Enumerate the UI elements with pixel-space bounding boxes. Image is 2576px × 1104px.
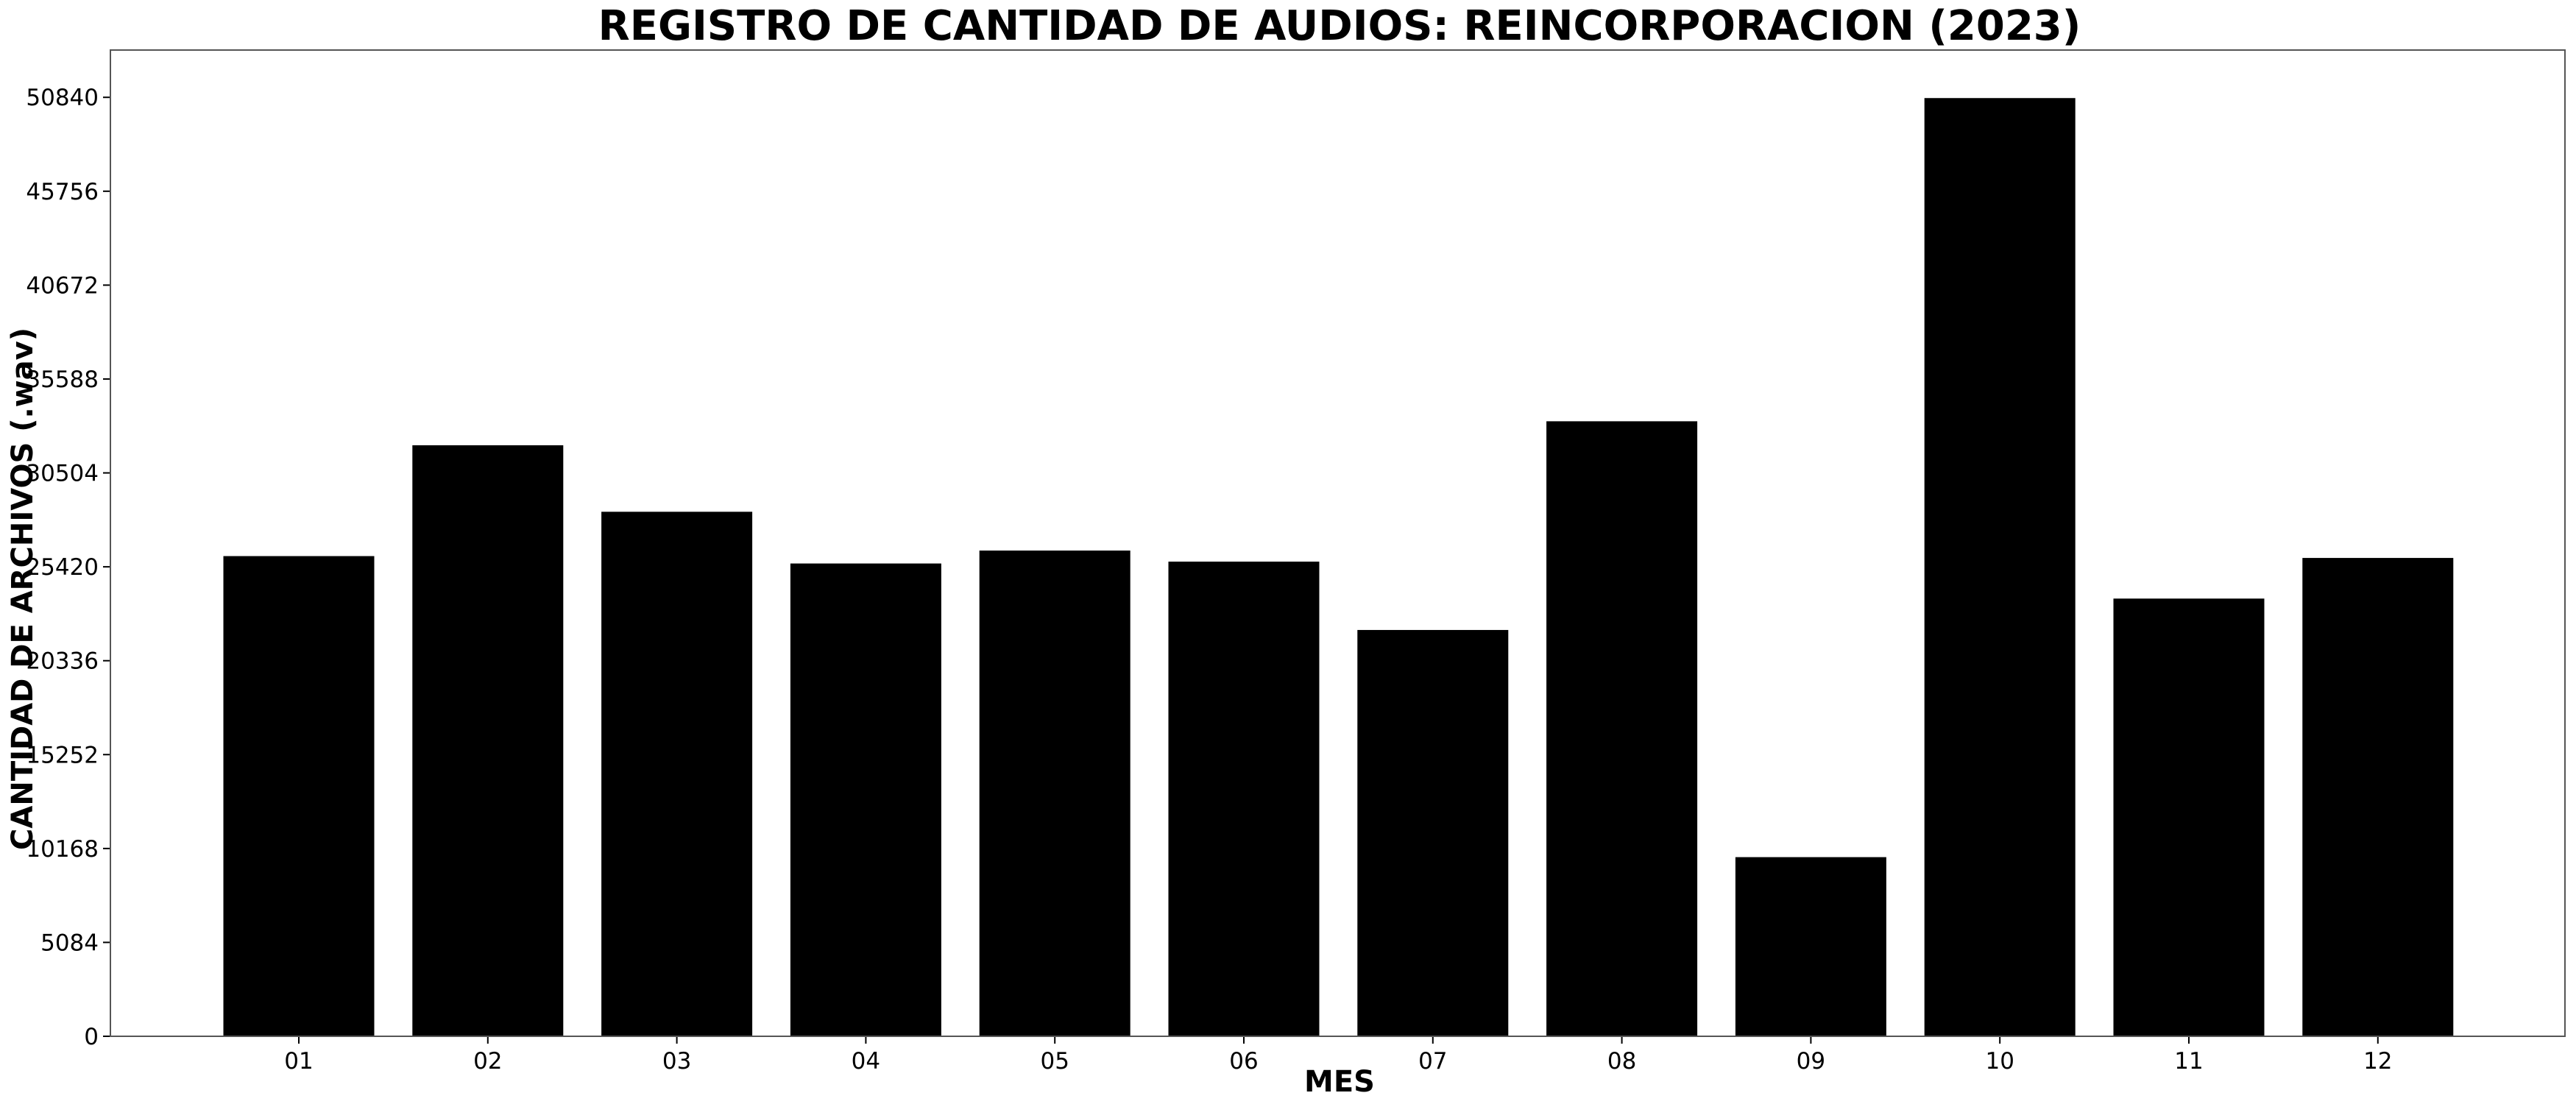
bar-10	[1924, 98, 2076, 1037]
y-tick-label: 15252	[26, 742, 99, 768]
y-tick-label: 0	[84, 1024, 99, 1050]
y-tick-label: 40672	[26, 272, 99, 299]
y-tick-label: 35588	[26, 367, 99, 393]
bar-08	[1546, 421, 1698, 1036]
plot-frame	[110, 49, 2566, 1037]
bar-05	[979, 551, 1130, 1036]
y-tick-label: 10168	[26, 836, 99, 863]
x-tick-label: 12	[2363, 1048, 2392, 1075]
bar-04	[790, 563, 941, 1036]
bar-12	[2302, 558, 2454, 1036]
x-tick-label: 03	[662, 1048, 691, 1075]
y-tick-label: 5084	[40, 930, 99, 956]
x-axis-label: MES	[1304, 1065, 1375, 1099]
bar-01	[223, 556, 375, 1036]
y-tick-label: 50840	[26, 85, 99, 111]
bar-11	[2113, 598, 2265, 1036]
x-tick-label: 08	[1607, 1048, 1636, 1075]
x-tick-label: 07	[1418, 1048, 1447, 1075]
x-tick-label: 06	[1229, 1048, 1258, 1075]
bar-03	[601, 512, 753, 1036]
y-tick-label: 30504	[26, 461, 99, 487]
x-tick-label: 02	[473, 1048, 502, 1075]
y-tick-label: 25420	[26, 554, 99, 581]
x-tick-label: 10	[1985, 1048, 2014, 1075]
x-tick-label: 04	[852, 1048, 880, 1075]
x-tick-label: 01	[284, 1048, 313, 1075]
x-tick-label: 11	[2174, 1048, 2203, 1075]
chart-title: REGISTRO DE CANTIDAD DE AUDIOS: REINCORP…	[598, 2, 2081, 50]
bar-02	[412, 445, 564, 1036]
y-axis-label: CANTIDAD DE ARCHIVOS (.wav)	[6, 328, 40, 850]
bar-07	[1357, 629, 1509, 1036]
plot-area: 01 02 03 04 05 06 07 08 09 10 11 12 0 5084 10168 15252 2…	[26, 49, 2566, 1075]
y-tick-label: 45756	[26, 179, 99, 205]
x-tick-label: 05	[1040, 1048, 1069, 1075]
x-tick-label: 09	[1797, 1048, 1825, 1075]
bar-09	[1735, 857, 1886, 1036]
y-tick-label: 20336	[26, 648, 99, 675]
bar-06	[1168, 562, 1320, 1036]
